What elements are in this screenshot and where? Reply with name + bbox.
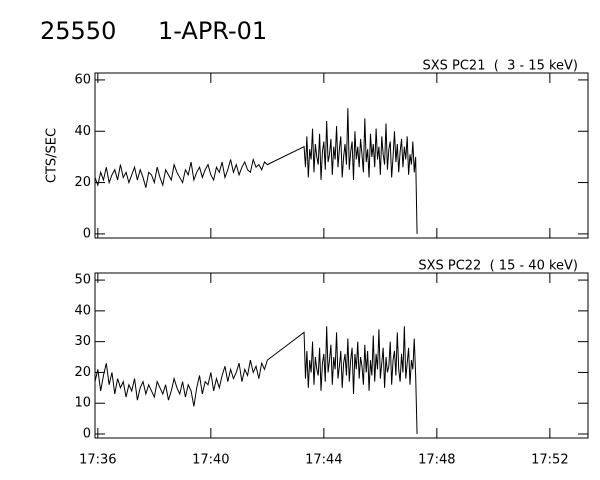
x-tick-label: 17:44 xyxy=(305,453,342,468)
y-tick-label: 20 xyxy=(74,175,91,190)
y-tick-label: 10 xyxy=(74,396,91,411)
y-tick-label: 0 xyxy=(83,426,91,441)
y-tick-label: 60 xyxy=(74,72,91,87)
panel-title: SXS PC22 ( 15 - 40 keV) xyxy=(418,259,578,274)
y-tick-label: 30 xyxy=(74,334,91,349)
y-tick-label: 40 xyxy=(74,303,91,318)
x-tick-label: 17:36 xyxy=(79,453,116,468)
y-tick-label: 50 xyxy=(74,273,91,288)
header-id: 25550 xyxy=(40,17,116,45)
y-tick-label: 0 xyxy=(83,226,91,241)
x-tick-label: 17:48 xyxy=(418,453,455,468)
data-line xyxy=(95,326,418,435)
y-tick-label: 40 xyxy=(74,124,91,139)
data-line xyxy=(95,108,418,234)
panel-title: SXS PC21 ( 3 - 15 keV) xyxy=(422,59,578,74)
x-tick-label: 17:40 xyxy=(192,453,229,468)
plot-frame xyxy=(94,72,589,239)
header-date: 1-APR-01 xyxy=(158,17,267,45)
plot-frame xyxy=(94,272,589,439)
y-tick-label: 20 xyxy=(74,365,91,380)
y-axis-label: CTS/SEC xyxy=(45,128,60,183)
x-tick-label: 17:52 xyxy=(531,453,568,468)
